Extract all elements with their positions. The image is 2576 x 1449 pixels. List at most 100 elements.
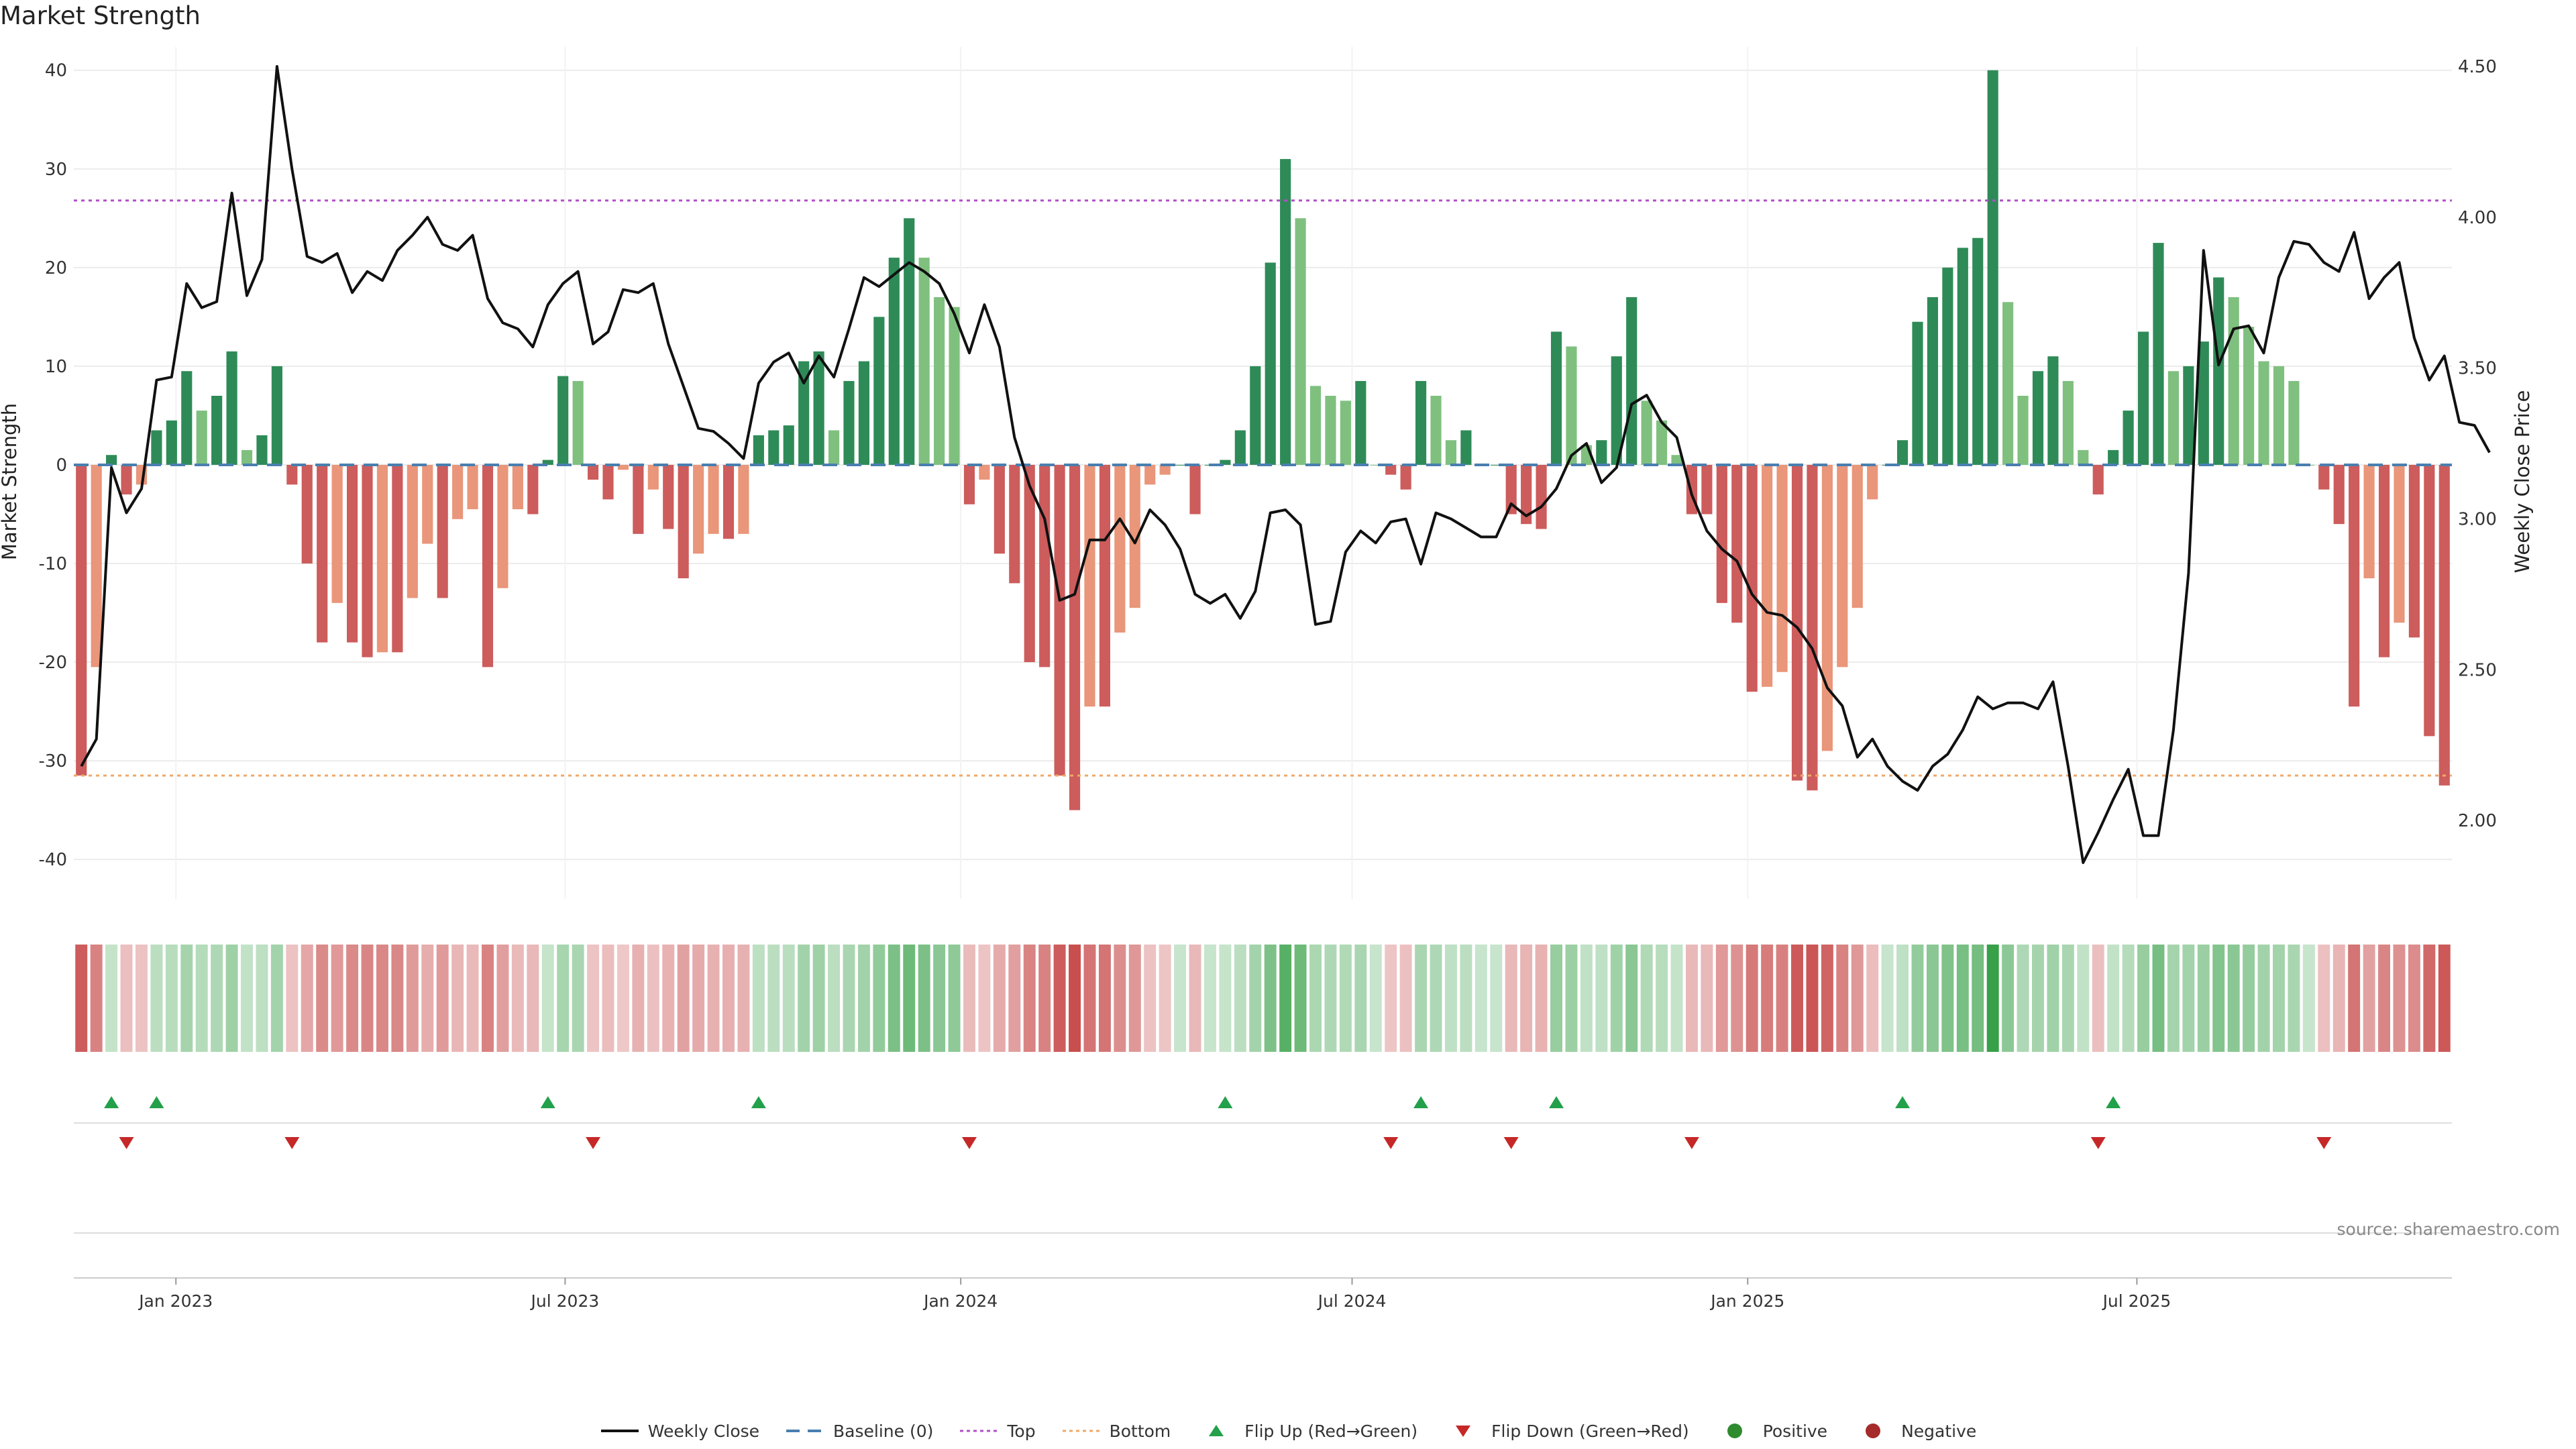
- heat-cell: [1309, 945, 1322, 1052]
- heat-cell: [1701, 945, 1713, 1052]
- heat-cell: [1219, 945, 1232, 1052]
- strength-bar: [1325, 396, 1336, 465]
- heat-cell: [903, 945, 916, 1052]
- heat-cell: [482, 945, 494, 1052]
- strength-bar: [904, 218, 915, 465]
- heat-cell: [150, 945, 163, 1052]
- flip-up-marker: [1549, 1096, 1564, 1108]
- heat-cell: [496, 945, 509, 1052]
- flip-down-marker: [119, 1137, 134, 1149]
- strength-bar: [1521, 464, 1532, 525]
- heat-cell: [812, 945, 825, 1052]
- strength-bar: [1837, 464, 1848, 667]
- strength-bar: [798, 361, 810, 465]
- heat-cell: [1610, 945, 1623, 1052]
- heat-cell: [2423, 945, 2436, 1052]
- heat-cell: [1881, 945, 1894, 1052]
- strength-bar: [2092, 464, 2104, 495]
- strength-bar: [1309, 386, 1322, 465]
- strength-bar: [2108, 449, 2119, 465]
- heat-cell: [2288, 945, 2300, 1052]
- source-note: source: sharemaestro.com: [2337, 1220, 2561, 1239]
- left-tick-label: 30: [45, 160, 67, 180]
- heat-cell: [1595, 945, 1608, 1052]
- heat-cell: [2212, 945, 2225, 1052]
- heat-cell: [1836, 945, 1849, 1052]
- strength-bar: [888, 258, 900, 465]
- heat-cell: [421, 945, 434, 1052]
- heat-cell: [1685, 945, 1698, 1052]
- heat-cell: [1294, 945, 1307, 1052]
- legend-symbol: [1061, 1421, 1102, 1441]
- x-tick-label: Jan 2025: [1709, 1291, 1784, 1311]
- heat-cell: [286, 945, 299, 1052]
- heat-cell: [1956, 945, 1969, 1052]
- heat-cell: [692, 945, 705, 1052]
- legend-label: Flip Up (Red→Green): [1244, 1421, 1418, 1441]
- heat-cell: [2167, 945, 2180, 1052]
- heat-cell: [1339, 945, 1352, 1052]
- strength-bar: [1972, 237, 1984, 465]
- heat-cell: [1474, 945, 1487, 1052]
- strength-bar: [106, 455, 117, 465]
- strength-bar: [422, 464, 433, 544]
- strength-bar: [1234, 430, 1246, 465]
- strength-bar: [121, 464, 132, 495]
- heat-cell: [2092, 945, 2104, 1052]
- strength-bar: [2438, 464, 2450, 786]
- strength-bar: [512, 464, 523, 510]
- strength-bar: [1385, 464, 1397, 475]
- strength-bar: [617, 464, 629, 470]
- strength-bar: [949, 307, 960, 465]
- heat-cell: [602, 945, 614, 1052]
- strength-bar: [1957, 248, 1968, 465]
- heat-cell: [1369, 945, 1382, 1052]
- strength-bar: [2243, 327, 2255, 465]
- strength-bar: [211, 396, 223, 465]
- strength-bar: [226, 351, 237, 465]
- strength-bar: [2183, 366, 2194, 465]
- legend-item-positive: Positive: [1715, 1421, 1827, 1441]
- heat-cell: [888, 945, 900, 1052]
- heat-cell: [1986, 945, 1999, 1052]
- legend-item-line: Weekly Close: [600, 1421, 759, 1441]
- heat-cell: [436, 945, 449, 1052]
- strength-bar: [301, 464, 313, 564]
- strength-bar: [1821, 464, 1833, 751]
- heat-cell: [1746, 945, 1758, 1052]
- legend-item-baseline: Baseline (0): [785, 1421, 933, 1441]
- heat-cell: [798, 945, 810, 1052]
- strength-bar: [317, 464, 328, 643]
- heat-cell: [2061, 945, 2074, 1052]
- heat-cell: [1203, 945, 1216, 1052]
- flip-up-marker: [751, 1096, 766, 1108]
- legend-symbol: [1443, 1421, 1483, 1441]
- flip-down-marker: [1684, 1137, 1699, 1149]
- heat-cell: [75, 945, 88, 1052]
- strength-bar: [1144, 464, 1156, 485]
- strength-bar: [2123, 411, 2134, 465]
- flip-down-marker: [1503, 1137, 1519, 1149]
- strength-bar: [497, 464, 508, 588]
- heat-cell: [1430, 945, 1442, 1052]
- strength-bar: [1460, 430, 1472, 465]
- strength-bar: [1942, 267, 1953, 465]
- strength-bar: [934, 297, 945, 465]
- heat-cell: [1731, 945, 1743, 1052]
- heat-cell: [165, 945, 178, 1052]
- strength-bar: [1791, 464, 1803, 781]
- heat-cell: [2363, 945, 2375, 1052]
- strength-bar: [557, 376, 569, 465]
- heat-cell: [1249, 945, 1262, 1052]
- strength-bar: [527, 464, 539, 515]
- strength-bar: [738, 464, 749, 534]
- flip-down-marker: [284, 1137, 300, 1149]
- strength-bar: [1491, 464, 1502, 466]
- left-tick-label: -10: [39, 554, 67, 574]
- strength-bar: [376, 464, 388, 653]
- heat-cell: [391, 945, 404, 1052]
- heat-cell: [752, 945, 765, 1052]
- heat-cell: [1625, 945, 1638, 1052]
- heat-cell: [1535, 945, 1548, 1052]
- strength-bar: [753, 435, 764, 465]
